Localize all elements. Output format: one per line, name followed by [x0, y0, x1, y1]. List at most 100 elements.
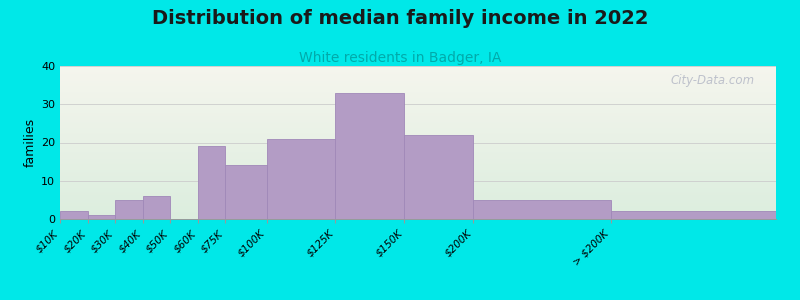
Bar: [60, 93, 776, 94]
Bar: [60, 125, 776, 126]
Bar: [60, 72, 776, 73]
Bar: [60, 178, 776, 179]
Bar: [60, 209, 776, 210]
Bar: [60, 80, 776, 81]
Bar: [60, 98, 776, 99]
Bar: [60, 122, 776, 123]
Bar: [60, 177, 776, 178]
Bar: [60, 175, 776, 176]
Bar: [60, 200, 776, 201]
Bar: [60, 139, 776, 140]
Bar: [60, 90, 776, 91]
Bar: [60, 120, 776, 121]
Bar: [60, 184, 776, 185]
Bar: [60, 91, 776, 92]
Bar: [60, 86, 776, 87]
Bar: [60, 210, 776, 211]
Bar: [60, 105, 776, 106]
Bar: [60, 118, 776, 119]
Bar: [60, 192, 776, 193]
Bar: [60, 124, 776, 125]
Bar: [60, 205, 776, 206]
Bar: [60, 134, 776, 135]
Bar: [60, 99, 776, 100]
Bar: [60, 159, 776, 160]
Bar: [60, 123, 776, 124]
Bar: [60, 176, 776, 177]
Bar: [60, 81, 776, 82]
Bar: [60, 182, 776, 183]
Bar: [60, 115, 776, 116]
Bar: [60, 106, 776, 107]
Bar: [60, 69, 776, 70]
Bar: [60, 214, 776, 215]
Bar: [60, 137, 776, 138]
Bar: [60, 75, 776, 76]
Bar: [60, 193, 776, 194]
Bar: [60, 157, 776, 158]
Bar: [60, 74, 776, 75]
Bar: [60, 68, 776, 69]
Bar: [60, 144, 776, 145]
Bar: [60, 94, 776, 95]
Bar: [60, 197, 776, 198]
Bar: [60, 174, 776, 175]
Bar: [60, 129, 776, 130]
Bar: [60, 135, 776, 136]
Bar: [60, 188, 776, 189]
Bar: [60, 138, 776, 139]
Y-axis label: families: families: [24, 118, 37, 167]
Bar: [60, 114, 776, 115]
Bar: [60, 207, 776, 208]
Bar: [60, 84, 776, 85]
Bar: [60, 191, 776, 192]
Bar: [60, 211, 776, 212]
Bar: [60, 70, 776, 71]
Bar: [266, 139, 335, 219]
Bar: [60, 140, 776, 141]
Bar: [60, 119, 776, 120]
Bar: [60, 77, 776, 78]
Bar: [60, 148, 776, 149]
Bar: [60, 146, 776, 147]
Bar: [60, 96, 776, 97]
Bar: [60, 186, 776, 187]
Bar: [142, 196, 170, 219]
Text: White residents in Badger, IA: White residents in Badger, IA: [299, 51, 501, 65]
Bar: [60, 158, 776, 159]
Bar: [473, 200, 610, 219]
Bar: [60, 194, 776, 195]
Bar: [60, 126, 776, 127]
Bar: [198, 146, 226, 219]
Bar: [60, 150, 776, 151]
Bar: [60, 121, 776, 122]
Bar: [60, 169, 776, 170]
Bar: [60, 156, 776, 157]
Bar: [60, 78, 776, 79]
Bar: [60, 83, 776, 84]
Bar: [60, 173, 776, 174]
Bar: [60, 151, 776, 152]
Bar: [60, 213, 776, 214]
Bar: [226, 165, 266, 219]
Bar: [60, 127, 776, 128]
Bar: [60, 165, 776, 166]
Bar: [60, 152, 776, 153]
Bar: [60, 130, 776, 131]
Bar: [60, 168, 776, 169]
Bar: [60, 100, 776, 101]
Bar: [60, 217, 776, 218]
Bar: [60, 203, 776, 204]
Bar: [60, 190, 776, 191]
Bar: [60, 160, 776, 161]
Bar: [60, 155, 776, 156]
Bar: [60, 67, 776, 68]
Bar: [60, 206, 776, 207]
Bar: [115, 200, 142, 219]
Bar: [60, 110, 776, 111]
Bar: [60, 162, 776, 163]
Bar: [60, 111, 776, 112]
Text: City-Data.com: City-Data.com: [670, 74, 754, 87]
Bar: [60, 185, 776, 186]
Bar: [60, 79, 776, 80]
